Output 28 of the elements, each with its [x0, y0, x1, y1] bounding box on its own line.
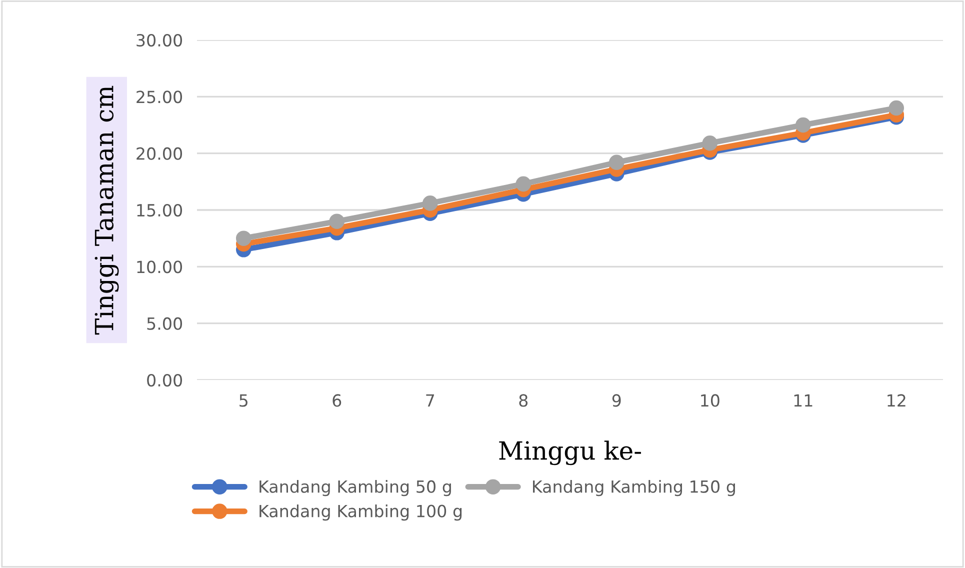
x-tick-label: 11 [794, 394, 812, 407]
point [329, 214, 345, 229]
x-tick-label: 9 [612, 394, 621, 407]
y-tick-label: 20.00 [136, 147, 182, 160]
x-axis-title: Minggu ke- [499, 440, 641, 466]
point [236, 230, 252, 246]
point [888, 100, 904, 116]
y-tick-label: 5.00 [147, 317, 182, 330]
point [422, 196, 438, 211]
y-tick-label: 0.00 [147, 374, 182, 387]
point [608, 154, 624, 170]
x-tick-label: 8 [519, 394, 528, 407]
legend-label: Kandang Kambing 100 g [260, 504, 462, 521]
y-axis-title: Tinggi Tanaman cm [94, 86, 119, 335]
x-tick-label: 7 [426, 394, 434, 407]
legend-label: Kandang Kambing 50 g [260, 480, 451, 496]
x-tick-label: 5 [240, 394, 248, 407]
point [795, 117, 811, 133]
x-tick-label: 10 [701, 394, 720, 407]
point [516, 176, 532, 192]
y-tick-label: 30.00 [136, 34, 182, 47]
x-tick-label: 12 [888, 394, 906, 407]
y-tick-label: 25.00 [136, 90, 182, 104]
legend-label: Kandang Kambing 150 g [533, 480, 735, 496]
y-tick-label: 15.00 [137, 204, 182, 217]
point [702, 135, 718, 151]
x-tick-label: 6 [332, 394, 342, 407]
y-tick-label: 10.00 [137, 260, 182, 274]
